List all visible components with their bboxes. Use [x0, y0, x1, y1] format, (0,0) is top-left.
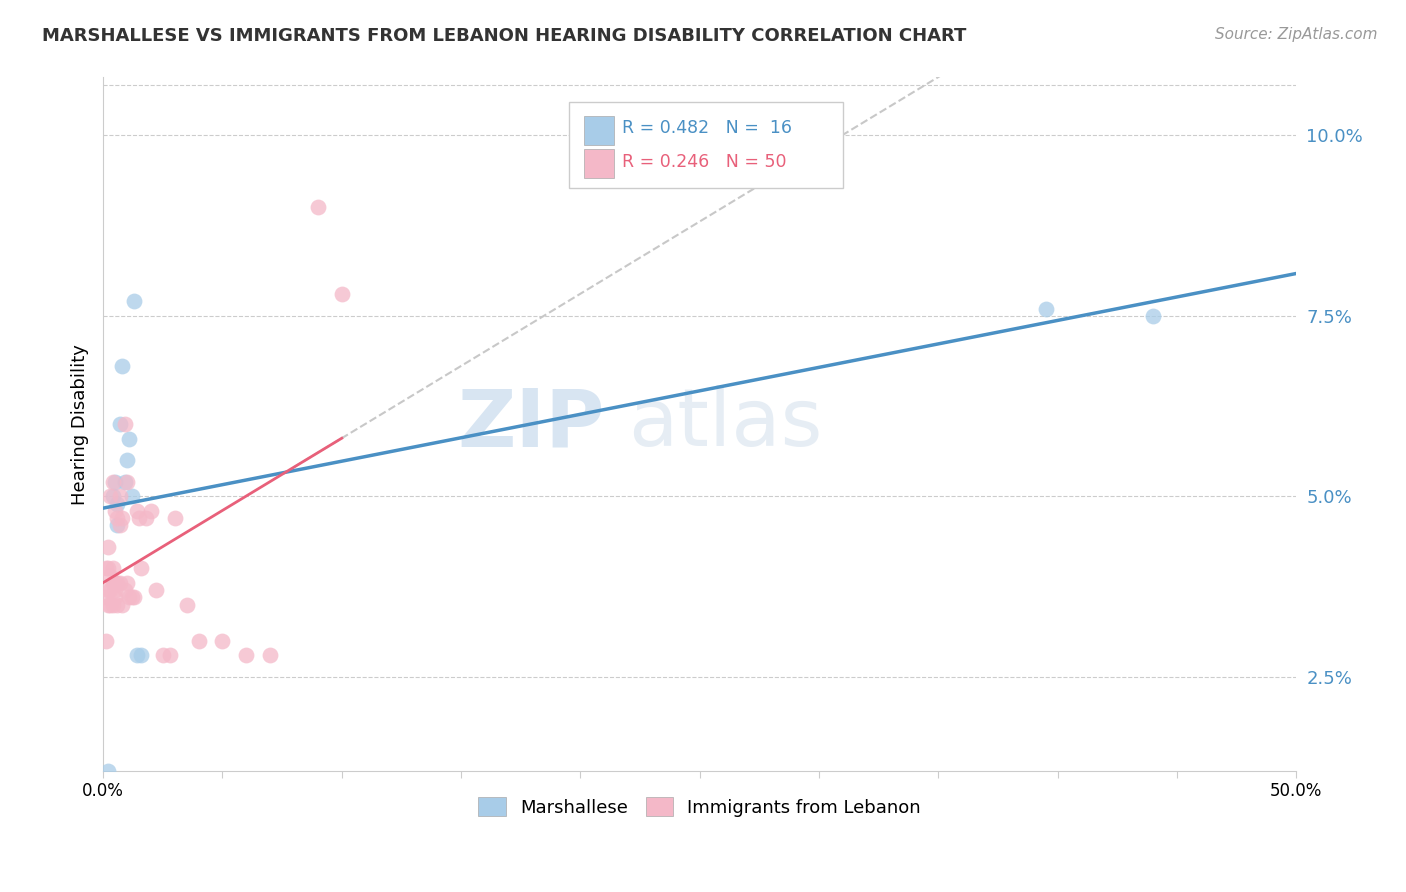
- FancyBboxPatch shape: [583, 149, 614, 178]
- Point: [108, 576, 131, 591]
- Point: [107, 576, 129, 591]
- Point: [131, 561, 153, 575]
- Point: [135, 511, 157, 525]
- Point: [94, 591, 117, 605]
- Point: [108, 417, 131, 431]
- FancyBboxPatch shape: [568, 102, 844, 188]
- Point: [128, 511, 150, 525]
- Point: [307, 201, 329, 215]
- Point: [163, 511, 186, 525]
- Point: [101, 475, 124, 489]
- Point: [104, 475, 127, 489]
- Point: [121, 489, 143, 503]
- Point: [235, 648, 257, 662]
- Point: [122, 591, 145, 605]
- Point: [107, 518, 129, 533]
- Point: [97, 598, 120, 612]
- Point: [114, 475, 136, 489]
- Point: [125, 648, 148, 662]
- Point: [97, 540, 120, 554]
- Point: [97, 583, 120, 598]
- Point: [101, 576, 124, 591]
- Point: [94, 633, 117, 648]
- Point: [115, 453, 138, 467]
- Point: [145, 583, 167, 598]
- Point: [114, 417, 136, 431]
- Text: Source: ZipAtlas.com: Source: ZipAtlas.com: [1215, 27, 1378, 42]
- Point: [1035, 301, 1057, 316]
- Point: [152, 648, 174, 662]
- Legend: Marshallese, Immigrants from Lebanon: Marshallese, Immigrants from Lebanon: [471, 790, 928, 824]
- Point: [101, 489, 124, 503]
- Point: [330, 287, 353, 301]
- Point: [115, 576, 138, 591]
- Point: [97, 764, 120, 778]
- Text: MARSHALLESE VS IMMIGRANTS FROM LEBANON HEARING DISABILITY CORRELATION CHART: MARSHALLESE VS IMMIGRANTS FROM LEBANON H…: [42, 27, 966, 45]
- Point: [139, 504, 162, 518]
- Point: [118, 432, 141, 446]
- Point: [114, 583, 136, 598]
- Point: [111, 598, 134, 612]
- Point: [101, 561, 124, 575]
- Point: [98, 598, 121, 612]
- Point: [108, 489, 131, 503]
- Point: [104, 583, 127, 598]
- Point: [108, 518, 131, 533]
- Text: R = 0.246   N = 50: R = 0.246 N = 50: [623, 153, 787, 171]
- Text: atlas: atlas: [628, 385, 823, 463]
- Point: [98, 489, 121, 503]
- Point: [176, 598, 198, 612]
- Point: [131, 648, 153, 662]
- Point: [107, 496, 129, 510]
- Point: [107, 511, 129, 525]
- Y-axis label: Hearing Disability: Hearing Disability: [72, 343, 89, 505]
- Point: [98, 568, 121, 582]
- Point: [159, 648, 181, 662]
- Point: [121, 591, 143, 605]
- Point: [107, 598, 129, 612]
- Point: [118, 591, 141, 605]
- Point: [97, 561, 120, 575]
- Point: [104, 591, 127, 605]
- Text: R = 0.482   N =  16: R = 0.482 N = 16: [623, 119, 792, 137]
- Point: [98, 583, 121, 598]
- Point: [259, 648, 281, 662]
- Text: ZIP: ZIP: [457, 385, 605, 463]
- Point: [1142, 309, 1164, 323]
- Point: [104, 576, 127, 591]
- Point: [187, 633, 209, 648]
- Point: [122, 294, 145, 309]
- Point: [115, 475, 138, 489]
- Point: [94, 561, 117, 575]
- Point: [125, 504, 148, 518]
- FancyBboxPatch shape: [583, 116, 614, 145]
- Point: [211, 633, 233, 648]
- Point: [111, 359, 134, 374]
- Point: [101, 598, 124, 612]
- Point: [111, 511, 134, 525]
- Point: [104, 504, 127, 518]
